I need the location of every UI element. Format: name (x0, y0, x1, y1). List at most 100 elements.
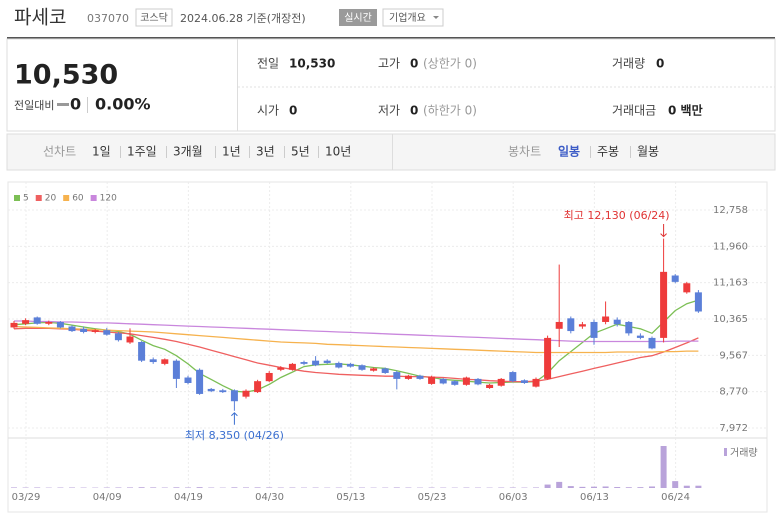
quote-divider (237, 39, 238, 131)
period-tab[interactable]: 10년 (325, 145, 351, 159)
legend-label: 60 (72, 194, 84, 204)
tab-group-label: 선차트 (43, 145, 76, 159)
legend-swatch (63, 195, 69, 201)
quote-value: 0 (289, 104, 297, 118)
candle-body (103, 330, 110, 335)
candle-body (69, 327, 76, 332)
x-tick-label: 04/09 (93, 492, 122, 503)
low-arrow (231, 413, 237, 425)
candle-body (475, 379, 482, 384)
candle-body (579, 324, 586, 326)
period-tab[interactable]: 1주일 (127, 145, 157, 159)
period-tab[interactable]: 3년 (256, 145, 275, 159)
period-tab[interactable]: 1일 (92, 145, 111, 159)
candle-body (359, 365, 366, 370)
volume-bar (150, 487, 156, 488)
market: 코스닥 (140, 12, 168, 24)
legend-label: 5 (23, 194, 29, 204)
period-tab[interactable]: 3개월 (173, 145, 203, 159)
tab-separator (166, 146, 167, 158)
candle-body (591, 322, 598, 338)
quote-note: (상한가 0) (423, 57, 477, 71)
company-info-label[interactable]: 기업개요 (389, 11, 426, 24)
candle-body (277, 368, 284, 370)
quote-label: 거래대금 (612, 104, 656, 118)
tab-separator (630, 146, 631, 158)
y-tick-label: 11,163 (713, 278, 748, 289)
y-tick-label: 7,972 (719, 423, 748, 434)
volume-bar (579, 487, 585, 488)
candle-body (243, 391, 250, 397)
tab-separator (249, 146, 250, 158)
period-tab[interactable]: 주봉 (597, 145, 619, 159)
candle-body (533, 379, 540, 387)
volume-bar (672, 481, 678, 488)
candle-body (22, 320, 29, 324)
candle-body (649, 338, 656, 348)
candle-body (11, 323, 18, 328)
period-tab[interactable]: 월봉 (637, 145, 659, 159)
x-tick-label: 04/19 (174, 492, 203, 503)
volume-bar (231, 487, 237, 488)
volume-bar (255, 487, 261, 488)
quote-label: 거래량 (612, 57, 645, 71)
legend-label: 20 (45, 194, 57, 204)
candle-body (428, 377, 435, 384)
candle-body (289, 364, 296, 370)
candle-body (637, 336, 644, 338)
volume-bar (591, 487, 597, 488)
candle-body (312, 361, 319, 366)
current-price: 10,530 (14, 60, 118, 91)
candle-body (660, 272, 667, 338)
x-tick-label: 06/24 (661, 492, 690, 503)
quote-label: 시가 (257, 104, 279, 118)
candle-body (45, 322, 52, 324)
candle-body (173, 361, 180, 379)
change-rate: 0.00% (95, 95, 151, 114)
tab-group-label: 봉차트 (508, 145, 541, 159)
volume-bar (556, 482, 562, 488)
x-tick-label: 06/13 (580, 492, 609, 503)
legend-label: 120 (100, 194, 117, 204)
realtime-label[interactable]: 실시간 (344, 12, 372, 24)
volume-bar (603, 486, 609, 488)
period-tab[interactable]: 1년 (222, 145, 241, 159)
stock-name: 파세코 (14, 7, 66, 29)
legend-swatch (14, 195, 20, 201)
tabs: 선차트 1일 1주일 3개월 1년 3년 5년 10년 봉차트 일봉 주봉 월봉 (43, 145, 659, 159)
period-tab[interactable]: 5년 (291, 145, 310, 159)
tab-separator (318, 146, 319, 158)
candle-body (115, 333, 122, 340)
candle-body (150, 359, 157, 362)
quote-label: 고가 (378, 57, 400, 71)
volume-legend-swatch (724, 448, 727, 456)
volume-bar (11, 487, 17, 488)
volume-bar (394, 487, 400, 488)
y-tick-label: 10,365 (713, 314, 748, 325)
candle-body (498, 379, 505, 386)
change-separator (87, 97, 88, 113)
base-date: 2024.06.28 기준(개장전) (180, 12, 306, 25)
candle-body (231, 390, 238, 401)
chart: 12,75811,96011,16310,3659,5678,7707,9720… (8, 182, 767, 512)
period-tab[interactable]: 일봉 (558, 145, 580, 159)
x-tick-label: 04/30 (255, 492, 284, 503)
x-tick-label: 05/13 (336, 492, 365, 503)
quote-note: (하한가 0) (423, 104, 477, 118)
candle-body (254, 381, 261, 392)
volume-bar (545, 485, 551, 488)
legend-swatch (91, 195, 97, 201)
quote-value: 0 백만 (668, 103, 703, 118)
candle-body (683, 283, 690, 292)
change: 0 (70, 95, 81, 114)
candle-body (486, 385, 493, 388)
candle-body (463, 378, 470, 385)
y-tick-label: 9,567 (719, 350, 748, 361)
candle-body (34, 317, 41, 323)
candle-body (451, 381, 458, 385)
volume-bar (115, 487, 121, 488)
tab-separator (215, 146, 216, 158)
tab-separator (284, 146, 285, 158)
